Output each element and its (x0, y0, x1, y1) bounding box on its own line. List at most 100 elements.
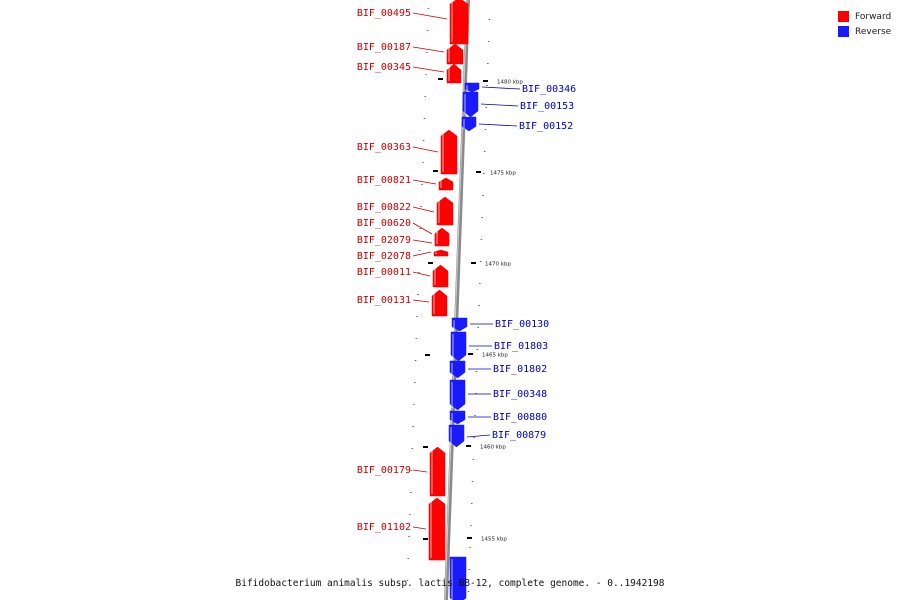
axis-tick-left (428, 262, 433, 264)
gene-label-reverse-leader (481, 86, 521, 90)
axis-tick-label: 1480 kbp (497, 80, 523, 86)
minor-tick (426, 30, 429, 31)
gene-label-reverse: BIF_00152 (519, 121, 573, 132)
axis-tick-left (438, 78, 443, 80)
genome-backbone-highlight (444, 0, 468, 600)
minor-tick (408, 536, 410, 537)
gene-label-reverse: BIF_00348 (493, 389, 547, 400)
axis-tick (466, 445, 471, 447)
forward-gene (438, 177, 454, 191)
axis-tick (467, 537, 472, 539)
axis-tick (476, 171, 481, 173)
minor-tick (471, 481, 474, 482)
gene-label-forward-leader (412, 12, 448, 20)
minor-tick (470, 503, 473, 504)
genome-backbone (443, 0, 471, 600)
minor-tick (481, 217, 483, 218)
minor-tick (413, 382, 416, 383)
minor-tick (410, 470, 413, 471)
forward-gene (432, 264, 449, 288)
forward-gene (440, 129, 458, 175)
gene-label-forward: BIF_01102 (357, 522, 411, 533)
axis-tick-label: 1460 kbp (480, 445, 506, 451)
gene-label-forward-leader (412, 179, 437, 185)
minor-tick (414, 360, 417, 361)
reverse-gene (449, 556, 467, 600)
reverse-gene (464, 82, 480, 93)
gene-label-reverse-leader (478, 123, 518, 127)
minor-tick (477, 327, 479, 328)
reverse-swatch (838, 26, 849, 37)
gene-label-reverse-leader (480, 103, 519, 107)
reverse-gene (448, 424, 465, 448)
minor-tick (407, 558, 410, 559)
minor-tick (425, 74, 427, 75)
minor-tick (478, 305, 480, 306)
gene-label-forward: BIF_00345 (357, 62, 411, 73)
minor-tick (419, 228, 422, 229)
axis-tick-label: 1455 kbp (481, 537, 507, 543)
minor-tick (424, 96, 426, 97)
gene-label-forward: BIF_00821 (357, 175, 411, 186)
reverse-gene (451, 317, 468, 332)
minor-tick (479, 283, 481, 284)
forward-gene (429, 446, 446, 497)
minor-tick (423, 118, 426, 119)
minor-tick (486, 85, 488, 86)
gene-label-forward-leader (412, 526, 427, 530)
minor-tick (406, 580, 409, 581)
minor-tick (476, 349, 479, 350)
gene-label-reverse: BIF_00130 (495, 319, 549, 330)
axis-tick-left (423, 446, 428, 448)
axis-tick-label: 1465 kbp (482, 353, 508, 359)
minor-tick (487, 41, 490, 42)
axis-tick-left (425, 354, 430, 356)
gene-label-forward-leader (412, 146, 439, 153)
minor-tick (415, 338, 418, 339)
forward-gene (436, 196, 454, 226)
forward-swatch (838, 11, 849, 22)
gene-label-reverse: BIF_01802 (493, 364, 547, 375)
gene-label-forward-leader (412, 299, 430, 303)
minor-tick (469, 547, 471, 548)
gene-label-forward: BIF_02079 (357, 235, 411, 246)
minor-tick (473, 437, 475, 438)
axis-tick-label: 1470 kbp (485, 262, 511, 268)
minor-tick (467, 591, 470, 592)
minor-tick (417, 294, 419, 295)
gene-label-forward-leader (412, 46, 445, 53)
gene-label-reverse: BIF_00880 (493, 412, 547, 423)
gene-label-forward-leader (412, 66, 445, 73)
minor-tick (418, 250, 421, 251)
minor-tick (418, 272, 420, 273)
minor-tick (474, 415, 476, 416)
gene-label-reverse: BIF_00879 (492, 430, 546, 441)
minor-tick (480, 239, 483, 240)
gene-label-forward: BIF_00011 (357, 267, 411, 278)
gene-label-forward: BIF_00822 (357, 202, 411, 213)
minor-tick (485, 107, 487, 108)
axis-tick (471, 262, 476, 264)
gene-label-reverse: BIF_01803 (494, 341, 548, 352)
axis-tick-left (433, 170, 438, 172)
gene-label-forward-leader (412, 271, 431, 277)
axis-tick-left (423, 538, 428, 540)
reverse-gene (450, 331, 467, 362)
axis-tick-label: 1475 kbp (490, 171, 516, 177)
gene-label-forward: BIF_00620 (357, 218, 411, 229)
reverse-gene (462, 91, 479, 118)
minor-tick (479, 261, 482, 262)
gene-label-forward: BIF_00363 (357, 142, 411, 153)
minor-tick (470, 525, 472, 526)
genome-caption: Bifidobacterium animalis subsp. lactis B… (235, 578, 665, 589)
minor-tick (422, 140, 425, 141)
minor-tick (484, 129, 487, 130)
legend-label-forward: Forward (855, 11, 892, 22)
minor-tick (426, 52, 428, 53)
gene-label-forward-leader (412, 239, 433, 244)
gene-label-reverse: BIF_00346 (522, 84, 576, 95)
gene-label-reverse: BIF_00153 (520, 101, 574, 112)
forward-gene (428, 497, 446, 561)
legend-item-forward: Forward (838, 9, 898, 24)
